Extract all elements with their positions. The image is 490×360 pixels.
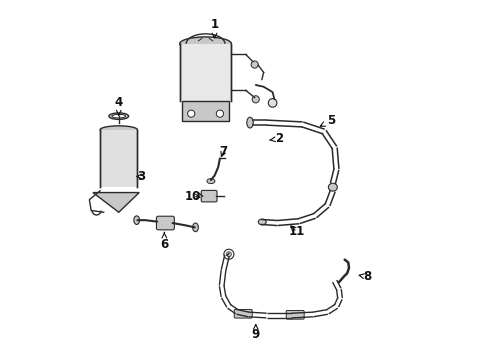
Ellipse shape (247, 117, 253, 128)
Text: 11: 11 (289, 225, 305, 238)
Ellipse shape (328, 183, 337, 191)
FancyBboxPatch shape (201, 190, 217, 202)
FancyBboxPatch shape (182, 101, 229, 121)
FancyBboxPatch shape (286, 311, 304, 319)
Circle shape (269, 99, 277, 107)
Text: 9: 9 (252, 325, 260, 341)
Ellipse shape (112, 114, 125, 118)
FancyBboxPatch shape (100, 130, 137, 187)
Ellipse shape (193, 223, 198, 231)
Text: 2: 2 (270, 132, 283, 145)
Circle shape (226, 252, 231, 257)
FancyBboxPatch shape (156, 216, 174, 230)
Text: 1: 1 (211, 18, 219, 38)
Text: 10: 10 (185, 190, 201, 203)
Text: 8: 8 (359, 270, 371, 283)
Text: 6: 6 (160, 233, 169, 251)
Circle shape (251, 61, 258, 68)
Circle shape (224, 249, 234, 259)
Circle shape (252, 96, 259, 103)
Text: 3: 3 (137, 170, 145, 183)
Ellipse shape (207, 179, 215, 184)
Ellipse shape (180, 37, 231, 50)
FancyBboxPatch shape (180, 44, 231, 101)
Ellipse shape (134, 216, 140, 225)
Text: 4: 4 (115, 96, 123, 115)
Polygon shape (93, 193, 139, 212)
Circle shape (216, 110, 223, 117)
Text: 5: 5 (320, 114, 335, 127)
FancyBboxPatch shape (234, 310, 252, 318)
Circle shape (188, 110, 195, 117)
Ellipse shape (100, 126, 137, 134)
Ellipse shape (109, 113, 129, 120)
Text: 7: 7 (220, 145, 227, 158)
Ellipse shape (258, 219, 266, 225)
